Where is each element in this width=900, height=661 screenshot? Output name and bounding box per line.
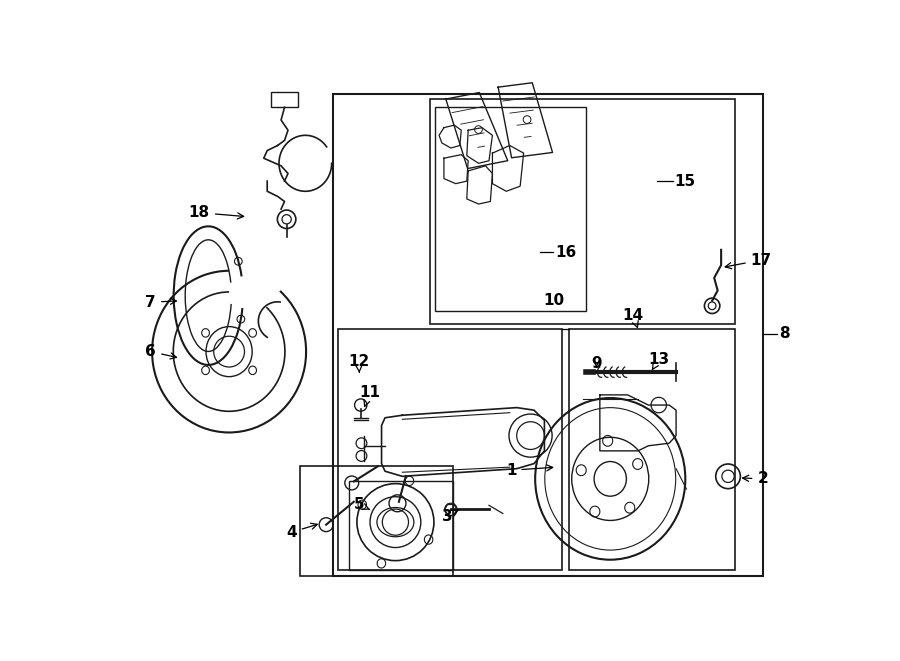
Text: 12: 12 xyxy=(348,354,369,372)
Text: 14: 14 xyxy=(623,309,644,327)
Bar xyxy=(569,329,735,570)
Bar xyxy=(271,92,299,107)
Text: 15: 15 xyxy=(675,174,696,188)
Text: 13: 13 xyxy=(648,352,670,369)
Bar xyxy=(301,466,453,576)
Bar xyxy=(435,107,586,311)
Text: 8: 8 xyxy=(778,327,789,341)
Text: 11: 11 xyxy=(359,385,381,407)
Text: 6: 6 xyxy=(146,344,176,359)
Text: 9: 9 xyxy=(591,356,602,371)
Bar xyxy=(349,481,453,570)
Text: 5: 5 xyxy=(354,497,369,512)
Text: 3: 3 xyxy=(442,508,458,524)
Text: 17: 17 xyxy=(725,253,772,269)
Text: 18: 18 xyxy=(189,205,244,220)
Bar xyxy=(430,98,735,324)
Text: 7: 7 xyxy=(146,295,176,310)
Text: 4: 4 xyxy=(286,524,318,540)
Text: 16: 16 xyxy=(555,245,577,260)
Text: 10: 10 xyxy=(543,293,564,308)
Text: 1: 1 xyxy=(506,463,553,478)
Text: 2: 2 xyxy=(742,471,768,486)
Bar xyxy=(338,329,562,570)
Bar xyxy=(333,94,762,576)
